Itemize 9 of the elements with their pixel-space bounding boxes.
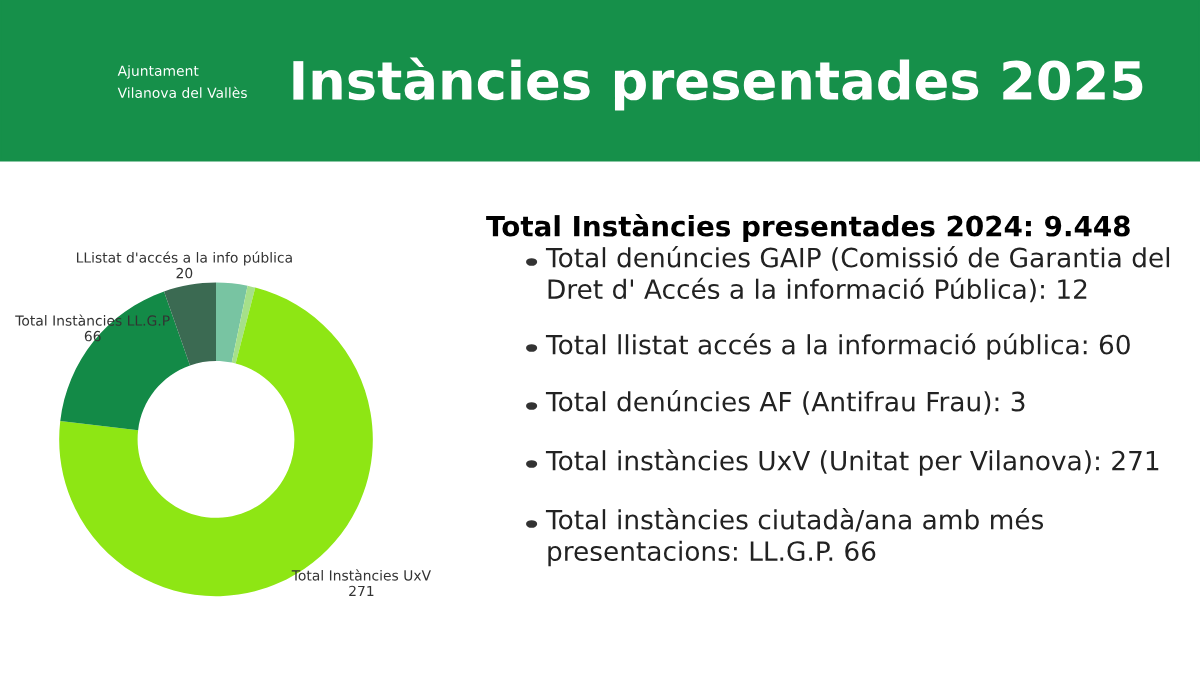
text: Total denúncies AF (Antifrau Frau): 3 xyxy=(545,390,1025,415)
donut-slice xyxy=(231,285,256,364)
text: Total denúncies GAIP (Comissió de Garantia del Dret d' Accés a la informació Pública): 12 xyxy=(545,246,1170,303)
text: Total llistat accés a la informació pública: 60 xyxy=(545,333,1130,360)
donut-slice xyxy=(216,282,248,363)
text: Instàncies presentades 2025 xyxy=(293,57,1143,111)
text: Total instàncies UxV (Unitat per Vilanova): 271 xyxy=(545,449,1159,476)
text: Total Instàncies presentades 2024: 9.448 xyxy=(486,214,1130,242)
text: Total instàncies ciutadà/ana amb més presentacions: LL.G.P. 66 xyxy=(545,508,1044,567)
